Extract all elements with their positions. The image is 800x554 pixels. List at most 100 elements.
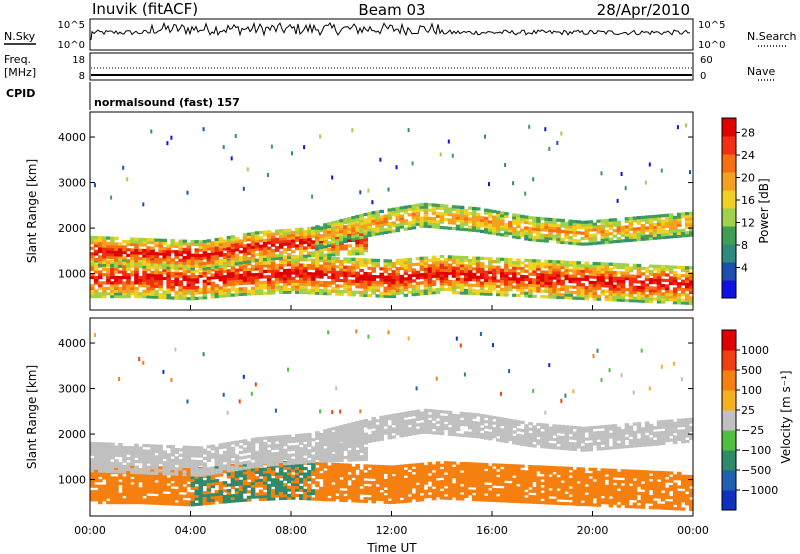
- echo-cell: [303, 436, 308, 440]
- echo-cell: [270, 280, 276, 284]
- echo-cell: [656, 300, 662, 304]
- echo-cell: [383, 428, 389, 432]
- echo-cell: [496, 227, 501, 231]
- echo-cell: [656, 270, 662, 274]
- echo-cell: [459, 208, 465, 212]
- echo-cell: [238, 450, 244, 454]
- echo-cell: [198, 240, 204, 244]
- echo-cell: [479, 256, 485, 260]
- echo-cell: [242, 238, 248, 242]
- echo-cell: [648, 297, 654, 301]
- echo-cell: [536, 238, 541, 242]
- echo-cell: [222, 483, 228, 488]
- echo-cell: [467, 286, 473, 290]
- echo-cell: [685, 222, 690, 227]
- echo-cell: [315, 447, 320, 451]
- echo-cell: [170, 469, 175, 473]
- echo-cell: [371, 486, 376, 490]
- echo-cell: [612, 284, 618, 288]
- echo-cell: [524, 286, 529, 290]
- echo-cell: [407, 485, 413, 489]
- echo-cell: [427, 286, 433, 290]
- echo-cell: [576, 285, 581, 289]
- echo-cell: [90, 284, 95, 288]
- echo-cell: [540, 228, 545, 232]
- echo-cell: [158, 461, 163, 465]
- echo-cell: [608, 279, 614, 283]
- echo-cell: [455, 258, 461, 262]
- nave-tick-top: 60: [700, 55, 713, 66]
- echo-cell: [327, 275, 332, 279]
- echo-cell: [126, 281, 131, 285]
- echo-cell: [182, 500, 188, 504]
- echo-cell: [90, 466, 95, 470]
- echo-cell: [182, 462, 188, 466]
- echo-cell: [274, 460, 280, 464]
- echo-cell: [419, 205, 425, 209]
- echo-cell: [174, 494, 179, 498]
- echo-cell: [142, 295, 147, 299]
- echo-cell: [355, 241, 360, 245]
- echo-cell: [624, 266, 630, 270]
- echo-cell: [327, 433, 332, 437]
- echo-cell: [335, 276, 340, 280]
- echo-cell: [246, 249, 252, 253]
- echo-cell: [138, 473, 143, 477]
- echo-cell: [94, 442, 99, 446]
- echo-cell: [214, 454, 220, 458]
- echo-cell: [299, 269, 304, 273]
- echo-cell: [431, 431, 437, 435]
- echo-cell: [343, 247, 348, 251]
- echo-cell: [455, 285, 461, 289]
- echo-cell: [612, 240, 618, 244]
- echo-cell: [528, 238, 533, 242]
- echo-cell: [359, 422, 364, 426]
- scatter-cell: [226, 410, 229, 415]
- echo-cell: [202, 470, 208, 474]
- echo-cell: [118, 481, 123, 486]
- echo-cell: [118, 259, 123, 263]
- echo-cell: [178, 247, 183, 251]
- echo-cell: [520, 228, 525, 232]
- echo-cell: [134, 295, 139, 299]
- echo-cell: [170, 458, 175, 462]
- echo-cell: [484, 219, 489, 223]
- echo-cell: [295, 485, 300, 489]
- echo-cell: [463, 283, 469, 287]
- echo-cell: [150, 476, 155, 481]
- echo-cell: [335, 426, 340, 430]
- echo-cell: [347, 293, 352, 297]
- echo-cell: [431, 480, 437, 484]
- echo-cell: [254, 450, 260, 455]
- echo-cell: [383, 289, 389, 293]
- echo-cell: [110, 250, 115, 254]
- echo-cell: [379, 215, 384, 219]
- echo-cell: [262, 467, 268, 471]
- echo-cell: [395, 486, 401, 490]
- echo-cell: [588, 291, 594, 295]
- echo-cell: [351, 424, 356, 428]
- echo-cell: [303, 269, 308, 273]
- echo-cell: [102, 260, 107, 265]
- echo-cell: [270, 446, 276, 450]
- echo-cell: [552, 223, 557, 227]
- echo-cell: [254, 484, 260, 488]
- echo-cell: [130, 454, 135, 458]
- echo-cell: [520, 233, 525, 238]
- echo-cell: [283, 494, 288, 498]
- echo-cell: [190, 294, 196, 298]
- echo-cell: [295, 255, 300, 259]
- echo-cell: [106, 250, 111, 254]
- echo-cell: [455, 208, 461, 212]
- echo-cell: [274, 232, 280, 236]
- echo-cell: [307, 280, 312, 284]
- echo-cell: [323, 465, 328, 469]
- echo-cell: [295, 433, 300, 438]
- echo-cell: [287, 279, 292, 283]
- echo-cell: [496, 216, 501, 220]
- echo-cell: [656, 281, 662, 285]
- echo-cell: [584, 226, 590, 230]
- echo-cell: [548, 265, 553, 269]
- echo-cell: [395, 267, 401, 271]
- echo-cell: [122, 484, 127, 488]
